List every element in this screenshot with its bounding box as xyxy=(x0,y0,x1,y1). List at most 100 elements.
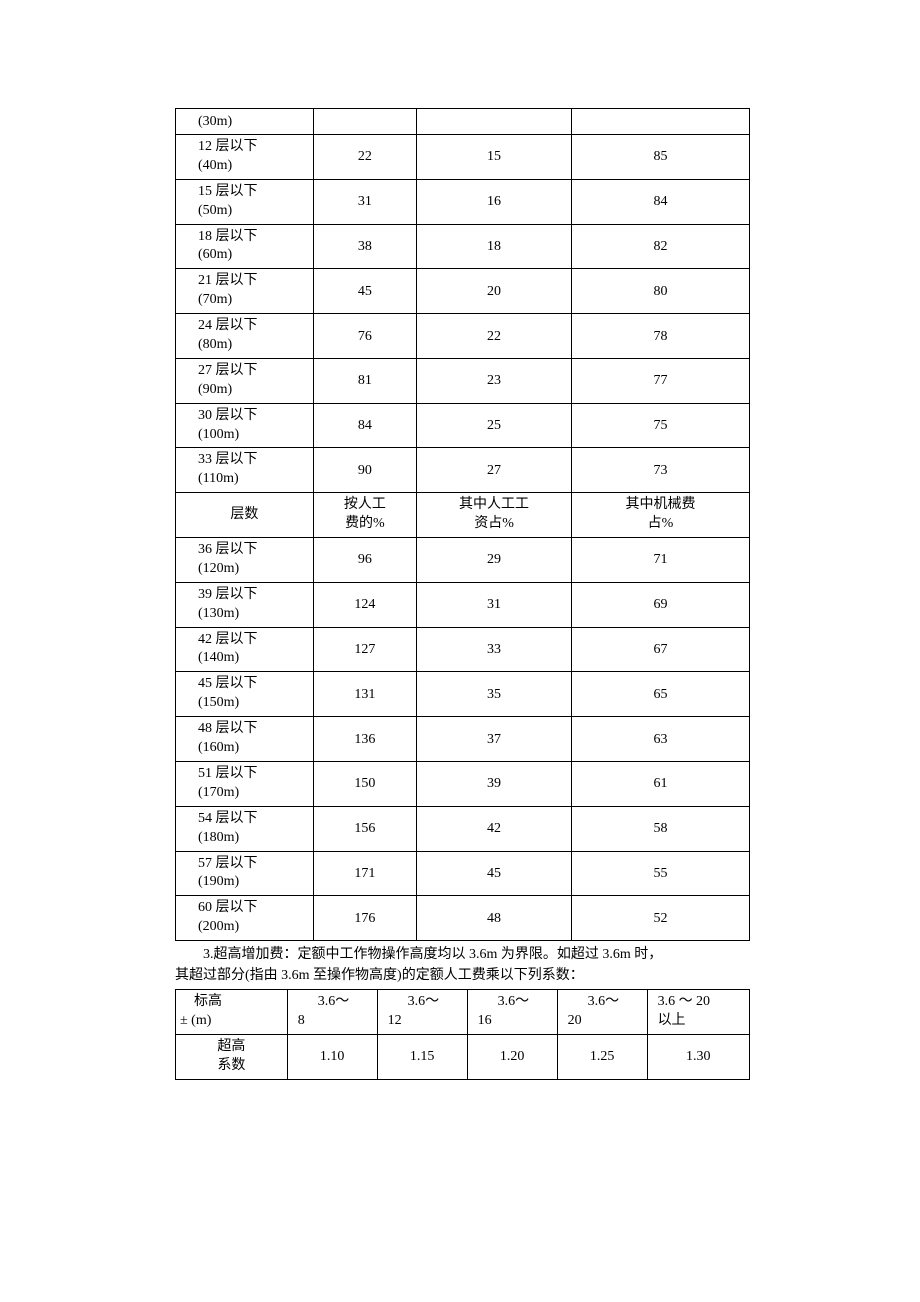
row-label: 54 层以下(180m) xyxy=(176,806,314,851)
table-row: 27 层以下(90m)812377 xyxy=(176,358,750,403)
table-row: 12 层以下(40m)221585 xyxy=(176,135,750,180)
factor-1: 1.10 xyxy=(287,1034,377,1079)
table-row: 54 层以下(180m)1564258 xyxy=(176,806,750,851)
table1-header: 层数 按人工费的% 其中人工工资占% 其中机械费占% xyxy=(176,493,750,538)
height-factor-table: 标高± (m) 3.6～8 3.6～12 3.6～16 3.6～20 3.6 ～… xyxy=(175,989,750,1080)
row-value: 136 xyxy=(313,717,416,762)
row-label: 48 层以下(160m) xyxy=(176,717,314,762)
row-value: 22 xyxy=(313,135,416,180)
table-row: 24 层以下(80m)762278 xyxy=(176,314,750,359)
floors-table: (30m)12 层以下(40m)22158515 层以下(50m)3116841… xyxy=(175,108,750,941)
row-value: 25 xyxy=(417,403,572,448)
row-label: 45 层以下(150m) xyxy=(176,672,314,717)
row-label: 24 层以下(80m) xyxy=(176,314,314,359)
row-value: 156 xyxy=(313,806,416,851)
factor-5: 1.30 xyxy=(647,1034,749,1079)
height-range-5: 3.6 ～ 20以上 xyxy=(647,990,749,1035)
row-value xyxy=(572,109,750,135)
row-value: 45 xyxy=(417,851,572,896)
row-value: 71 xyxy=(572,538,750,583)
row-value: 77 xyxy=(572,358,750,403)
explanatory-paragraph: 3.超高增加费：定额中工作物操作高度均以 3.6m 为界限。如超过 3.6m 时… xyxy=(175,944,750,986)
row-value: 15 xyxy=(417,135,572,180)
para-line1: 3.超高增加费：定额中工作物操作高度均以 3.6m 为界限。如超过 3.6m 时… xyxy=(175,947,662,962)
table-row: 36 层以下(120m)962971 xyxy=(176,538,750,583)
row-value: 84 xyxy=(572,179,750,224)
row-value: 124 xyxy=(313,582,416,627)
row-value: 45 xyxy=(313,269,416,314)
row-label: 60 层以下(200m) xyxy=(176,896,314,941)
row-label: (30m) xyxy=(176,109,314,135)
row-value: 18 xyxy=(417,224,572,269)
table1-body-a: (30m)12 层以下(40m)22158515 层以下(50m)3116841… xyxy=(176,109,750,493)
row-value: 29 xyxy=(417,538,572,583)
row-value: 61 xyxy=(572,761,750,806)
row-value: 38 xyxy=(313,224,416,269)
table-row: (30m) xyxy=(176,109,750,135)
table-row: 33 层以下(110m)902773 xyxy=(176,448,750,493)
row-label: 39 层以下(130m) xyxy=(176,582,314,627)
header-col3: 其中人工工资占% xyxy=(417,493,572,538)
row-value: 67 xyxy=(572,627,750,672)
row-label: 30 层以下(100m) xyxy=(176,403,314,448)
height-row: 标高± (m) 3.6～8 3.6～12 3.6～16 3.6～20 3.6 ～… xyxy=(176,990,750,1035)
row-value: 84 xyxy=(313,403,416,448)
table1-body-b: 36 层以下(120m)96297139 层以下(130m)124316942 … xyxy=(176,538,750,941)
factor-4: 1.25 xyxy=(557,1034,647,1079)
table-row: 39 层以下(130m)1243169 xyxy=(176,582,750,627)
height-label: 标高± (m) xyxy=(176,990,288,1035)
para-line2: 其超过部分(指由 3.6m 至操作物高度)的定额人工费乘以下列系数： xyxy=(175,968,584,983)
row-value: 80 xyxy=(572,269,750,314)
row-value xyxy=(313,109,416,135)
table-row: 57 层以下(190m)1714555 xyxy=(176,851,750,896)
row-value: 22 xyxy=(417,314,572,359)
row-value: 90 xyxy=(313,448,416,493)
table-row: 51 层以下(170m)1503961 xyxy=(176,761,750,806)
row-value: 73 xyxy=(572,448,750,493)
factor-2: 1.15 xyxy=(377,1034,467,1079)
row-value: 65 xyxy=(572,672,750,717)
row-value: 33 xyxy=(417,627,572,672)
height-range-2: 3.6～12 xyxy=(377,990,467,1035)
row-value: 75 xyxy=(572,403,750,448)
height-range-4: 3.6～20 xyxy=(557,990,647,1035)
header-col1: 层数 xyxy=(176,493,314,538)
row-label: 33 层以下(110m) xyxy=(176,448,314,493)
factor-3: 1.20 xyxy=(467,1034,557,1079)
header-col2: 按人工费的% xyxy=(313,493,416,538)
row-label: 15 层以下(50m) xyxy=(176,179,314,224)
row-value: 16 xyxy=(417,179,572,224)
row-value: 96 xyxy=(313,538,416,583)
row-label: 36 层以下(120m) xyxy=(176,538,314,583)
row-value: 55 xyxy=(572,851,750,896)
table-row: 45 层以下(150m)1313565 xyxy=(176,672,750,717)
row-value: 37 xyxy=(417,717,572,762)
row-value: 42 xyxy=(417,806,572,851)
row-label: 27 层以下(90m) xyxy=(176,358,314,403)
row-value: 171 xyxy=(313,851,416,896)
row-value xyxy=(417,109,572,135)
table-row: 42 层以下(140m)1273367 xyxy=(176,627,750,672)
factor-label: 超高系数 xyxy=(176,1034,288,1079)
row-value: 23 xyxy=(417,358,572,403)
row-value: 48 xyxy=(417,896,572,941)
table-row: 48 层以下(160m)1363763 xyxy=(176,717,750,762)
row-value: 78 xyxy=(572,314,750,359)
height-range-1: 3.6～8 xyxy=(287,990,377,1035)
row-value: 76 xyxy=(313,314,416,359)
header-col4: 其中机械费占% xyxy=(572,493,750,538)
row-value: 52 xyxy=(572,896,750,941)
row-value: 31 xyxy=(417,582,572,627)
factor-row: 超高系数 1.10 1.15 1.20 1.25 1.30 xyxy=(176,1034,750,1079)
row-label: 18 层以下(60m) xyxy=(176,224,314,269)
row-value: 85 xyxy=(572,135,750,180)
row-value: 39 xyxy=(417,761,572,806)
row-value: 176 xyxy=(313,896,416,941)
row-label: 12 层以下(40m) xyxy=(176,135,314,180)
row-label: 42 层以下(140m) xyxy=(176,627,314,672)
row-value: 82 xyxy=(572,224,750,269)
row-value: 31 xyxy=(313,179,416,224)
row-label: 21 层以下(70m) xyxy=(176,269,314,314)
row-label: 57 层以下(190m) xyxy=(176,851,314,896)
row-value: 150 xyxy=(313,761,416,806)
